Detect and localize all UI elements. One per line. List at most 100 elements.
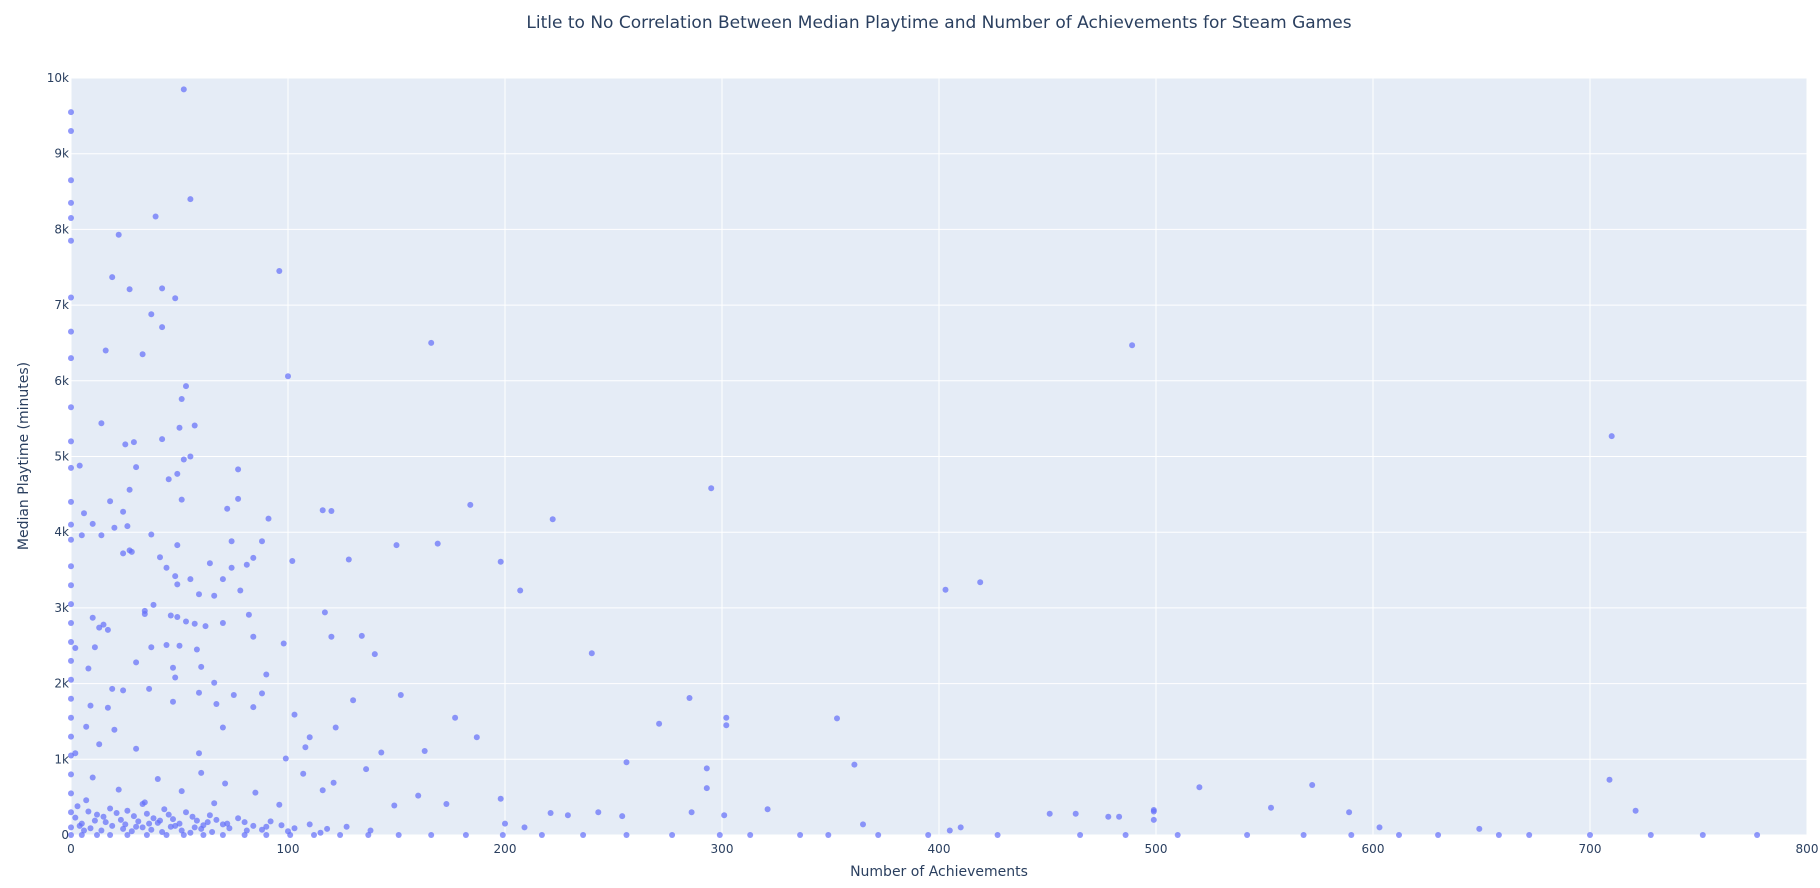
- data-point: [94, 832, 100, 838]
- data-point: [708, 485, 715, 492]
- data-point: [226, 825, 233, 832]
- y-tick-label: 6k: [54, 374, 69, 388]
- data-point: [139, 351, 146, 358]
- data-point: [104, 626, 111, 633]
- data-point: [68, 521, 74, 528]
- y-tick-label: 10k: [47, 71, 69, 85]
- data-point: [89, 520, 96, 527]
- data-point: [81, 827, 87, 834]
- y-tick-label: 2k: [54, 677, 69, 691]
- data-point: [68, 563, 74, 570]
- data-point: [68, 355, 74, 362]
- data-point: [68, 832, 74, 838]
- data-point: [74, 803, 81, 810]
- data-point: [280, 640, 287, 647]
- data-point: [1150, 816, 1157, 823]
- data-point: [434, 540, 441, 547]
- data-point: [1244, 832, 1251, 838]
- data-point: [391, 802, 398, 809]
- data-point: [76, 462, 83, 469]
- data-point: [100, 813, 107, 820]
- data-point: [623, 832, 630, 838]
- data-point: [96, 741, 103, 748]
- data-point: [328, 633, 335, 640]
- data-point: [107, 805, 114, 812]
- data-point: [306, 821, 313, 828]
- x-tick-label: 700: [1579, 842, 1602, 856]
- data-point: [68, 714, 74, 721]
- data-point: [1647, 832, 1654, 838]
- data-point: [68, 328, 74, 335]
- data-point: [133, 464, 140, 471]
- data-point: [317, 829, 324, 836]
- data-point: [764, 806, 771, 813]
- data-point: [102, 347, 109, 354]
- data-point: [1122, 832, 1129, 838]
- data-point: [187, 453, 194, 460]
- data-point: [1196, 784, 1203, 791]
- data-point: [747, 832, 754, 838]
- data-point: [139, 824, 146, 831]
- data-point: [159, 829, 166, 835]
- data-point: [282, 755, 289, 762]
- data-point: [163, 832, 170, 838]
- data-point: [68, 695, 74, 702]
- data-point: [230, 692, 237, 698]
- data-point: [395, 832, 402, 838]
- data-point: [219, 576, 226, 583]
- data-point: [235, 495, 242, 502]
- data-point: [176, 424, 183, 431]
- data-point: [721, 812, 728, 819]
- data-point: [1699, 832, 1706, 838]
- data-point: [174, 542, 181, 549]
- data-point: [183, 383, 189, 390]
- data-point: [595, 809, 602, 816]
- data-point: [365, 832, 372, 838]
- data-point: [462, 832, 469, 838]
- data-point: [174, 614, 181, 620]
- data-point: [241, 819, 248, 826]
- data-point: [183, 809, 189, 816]
- data-point: [311, 832, 317, 838]
- data-point: [96, 624, 103, 631]
- data-point: [135, 818, 142, 825]
- x-tick-label: 0: [67, 842, 75, 856]
- data-point: [68, 199, 74, 206]
- data-point: [68, 771, 74, 778]
- data-point: [193, 646, 200, 653]
- data-point: [875, 832, 882, 838]
- y-axis-ticks: 0 1k 2k 3k 4k 5k 6k 7k 8k 9k 10k: [47, 71, 69, 842]
- data-point: [87, 825, 94, 832]
- data-point: [148, 826, 155, 833]
- data-point: [196, 750, 202, 757]
- data-point: [287, 832, 294, 838]
- y-tick-label: 7k: [54, 298, 69, 312]
- data-point: [1346, 809, 1353, 816]
- data-point: [428, 832, 435, 838]
- data-point: [198, 825, 205, 832]
- data-point: [98, 532, 105, 539]
- y-tick-label: 5k: [54, 450, 69, 464]
- data-point: [150, 601, 157, 608]
- data-point: [111, 524, 118, 531]
- data-point: [161, 806, 168, 813]
- data-point: [68, 498, 74, 505]
- data-point: [98, 827, 105, 834]
- data-point: [1150, 808, 1157, 815]
- data-point: [549, 516, 556, 523]
- data-point: [219, 832, 226, 838]
- data-point: [139, 801, 146, 807]
- data-point: [219, 620, 226, 626]
- data-point: [250, 704, 257, 711]
- data-point: [72, 814, 79, 821]
- data-point: [716, 832, 723, 838]
- data-point: [72, 645, 79, 651]
- x-axis-title: Number of Achievements: [850, 864, 1028, 880]
- data-point: [1632, 807, 1639, 814]
- data-point: [393, 542, 400, 549]
- x-tick-label: 600: [1362, 842, 1385, 856]
- data-point: [148, 311, 155, 318]
- data-point: [109, 274, 116, 281]
- data-point: [202, 623, 209, 630]
